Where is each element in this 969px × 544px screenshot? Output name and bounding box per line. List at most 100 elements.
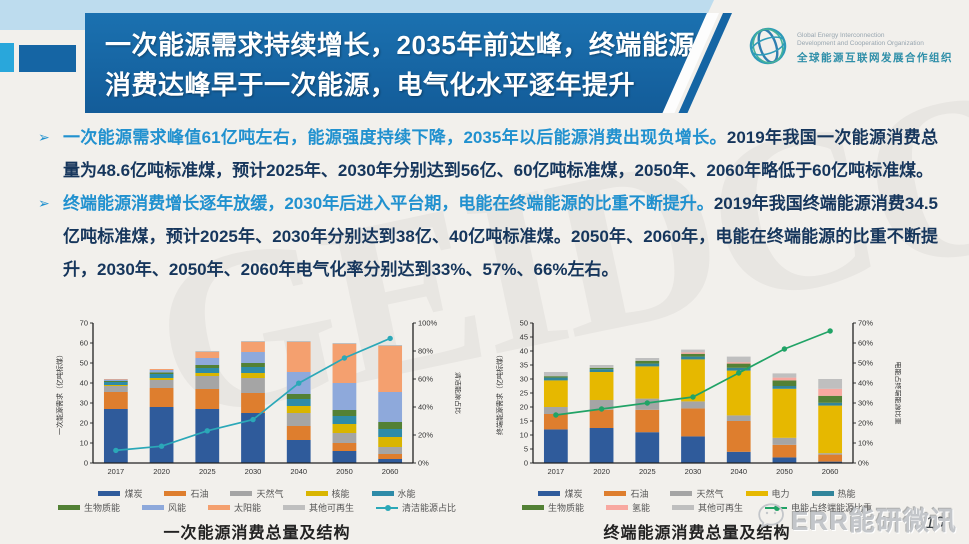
legend-label: 水能 — [397, 489, 416, 499]
org-name-en-line1: Global Energy Interconnection — [797, 32, 885, 39]
svg-text:30: 30 — [520, 375, 528, 384]
svg-text:100%: 100% — [418, 319, 438, 328]
svg-text:电能占终端能源比重: 电能占终端能源比重 — [894, 362, 901, 425]
svg-text:2030: 2030 — [685, 467, 702, 476]
legend-bar-swatch — [141, 505, 164, 510]
svg-text:70: 70 — [80, 319, 88, 328]
legend-bar-swatch — [283, 505, 305, 510]
svg-text:0: 0 — [524, 459, 528, 468]
legend-label: 石油 — [190, 489, 209, 499]
svg-text:50: 50 — [80, 359, 88, 368]
legend-bar-swatch — [605, 505, 628, 510]
bullet2-body: 2019年我国终端能源消费34.5亿吨标准煤，预计2025年、2030年分别达到… — [63, 194, 939, 279]
page-number: 10 — [925, 513, 944, 532]
svg-text:15: 15 — [520, 417, 528, 426]
svg-text:30: 30 — [80, 399, 88, 408]
svg-text:0: 0 — [84, 459, 88, 468]
primary-energy-chart: 0 10 20 30 40 50 60 70 0% 20% 40% 60% 80% 100% 2017 202… — [52, 313, 463, 543]
svg-text:0%: 0% — [858, 459, 869, 468]
legend-item: 石油 — [164, 487, 208, 500]
legend-label: 煤炭 — [124, 489, 143, 499]
svg-text:60%: 60% — [858, 339, 873, 348]
svg-text:2060: 2060 — [382, 467, 399, 476]
legend-bar-swatch — [98, 491, 121, 496]
bullet1-body: 2019年我国一次能源消费总量为48.6亿吨标准煤，预计2025年、2030年分… — [63, 128, 938, 180]
svg-text:50: 50 — [520, 319, 528, 328]
legend-label: 天然气 — [696, 489, 724, 499]
svg-text:10: 10 — [80, 439, 88, 448]
legend-item: 太阳能 — [207, 501, 261, 514]
legend-label: 生物质能 — [547, 503, 584, 513]
legend-label: 电力 — [771, 489, 790, 499]
legend-item: 清洁能源占比 — [376, 501, 456, 514]
legend-item: 其他可再生 — [283, 501, 354, 514]
bullet-final-energy: ➢ 终端能源消费增长逐年放缓，2030年后进入平台期，电能在终端能源的比重不断提升… — [38, 187, 938, 286]
chat-bubble-icon — [756, 501, 786, 538]
bullet1-highlight: 一次能源需求峰值61亿吨左右，能源强度持续下降，2035年以后能源消费出现负增长… — [63, 128, 727, 147]
brand-watermark-text: ERR能研微讯 — [791, 506, 957, 536]
org-name-zh: 全球能源互联网发展合作组织 — [797, 52, 953, 64]
legend-bar-swatch — [371, 491, 394, 496]
svg-text:10: 10 — [520, 431, 528, 440]
svg-text:0%: 0% — [418, 459, 429, 468]
globe-icon — [746, 24, 790, 73]
svg-text:20: 20 — [520, 403, 528, 412]
legend-item: 生物质能 — [57, 501, 120, 514]
brand-watermark: ERR能研微讯 — [756, 501, 957, 538]
svg-text:50%: 50% — [858, 359, 873, 368]
svg-text:40: 40 — [520, 347, 528, 356]
legend-item: 石油 — [604, 487, 648, 500]
svg-text:2025: 2025 — [639, 467, 656, 476]
svg-text:2040: 2040 — [730, 467, 747, 476]
final-energy-chart: 0 5 10 15 20 25 30 35 40 45 50 0% 10% 20% 30% 40% 50% 60%… — [492, 313, 903, 543]
svg-text:35: 35 — [520, 361, 528, 370]
legend-item: 煤炭 — [538, 487, 582, 500]
legend-label: 天然气 — [256, 489, 284, 499]
svg-text:80%: 80% — [418, 347, 433, 356]
svg-text:10%: 10% — [858, 439, 873, 448]
legend-item: 电力 — [745, 487, 790, 500]
svg-text:2020: 2020 — [593, 467, 610, 476]
slide-title-line1: 一次能源需求持续增长，2035年前达峰，终端能源 — [105, 30, 695, 60]
legend-line-swatch — [376, 504, 399, 511]
legend-label: 石油 — [630, 489, 649, 499]
svg-text:2017: 2017 — [548, 467, 565, 476]
svg-text:20: 20 — [80, 419, 88, 428]
legend-bar-swatch — [305, 491, 328, 496]
svg-text:20%: 20% — [418, 431, 433, 440]
legend-item: 生物质能 — [521, 501, 584, 514]
svg-text:2020: 2020 — [153, 467, 170, 476]
final-energy-plot: 0 5 10 15 20 25 30 35 40 45 50 0% 10% 20% 30% 40% 50% 60%… — [492, 313, 903, 486]
legend-item: 核能 — [305, 487, 350, 500]
primary-energy-plot: 0 10 20 30 40 50 60 70 0% 20% 40% 60% 80% 100% 2017 202… — [52, 313, 463, 486]
org-name-en-line2: Development and Cooperation Organization — [797, 40, 924, 47]
accent-square-blue — [19, 45, 76, 72]
legend-item: 热能 — [811, 487, 856, 500]
legend-item: 水能 — [371, 487, 416, 500]
legend-label: 煤炭 — [564, 489, 583, 499]
legend-bar-swatch — [521, 505, 544, 510]
legend-bar-swatch — [604, 491, 627, 496]
legend-label: 太阳能 — [233, 503, 261, 513]
svg-text:2030: 2030 — [245, 467, 262, 476]
svg-text:40: 40 — [80, 379, 88, 388]
legend-bar-swatch — [230, 491, 253, 496]
final-energy-legend: 煤炭 石油 天然气 电力 热能 生物质能 氢能 其他可再生 电能占终端能源比重 — [492, 487, 902, 514]
svg-text:40%: 40% — [418, 403, 433, 412]
legend-bar-swatch — [538, 491, 561, 496]
svg-text:2040: 2040 — [290, 467, 307, 476]
legend-bar-swatch — [164, 491, 187, 496]
legend-item: 电能占终端能源比重 — [765, 501, 872, 514]
title-banner: 一次能源需求持续增长，2035年前达峰，终端能源 消费达峰早于一次能源，电气化水… — [85, 13, 707, 113]
legend-bar-swatch — [811, 491, 834, 496]
svg-text:2050: 2050 — [336, 467, 353, 476]
svg-text:2060: 2060 — [822, 467, 839, 476]
legend-label: 其他可再生 — [698, 503, 744, 513]
bullet-arrow-icon: ➢ — [38, 195, 50, 211]
svg-text:20%: 20% — [858, 419, 873, 428]
legend-bar-swatch — [57, 505, 80, 510]
svg-text:45: 45 — [520, 333, 528, 342]
legend-bar-swatch — [745, 491, 768, 496]
svg-text:2025: 2025 — [199, 467, 216, 476]
svg-text:60: 60 — [80, 339, 88, 348]
